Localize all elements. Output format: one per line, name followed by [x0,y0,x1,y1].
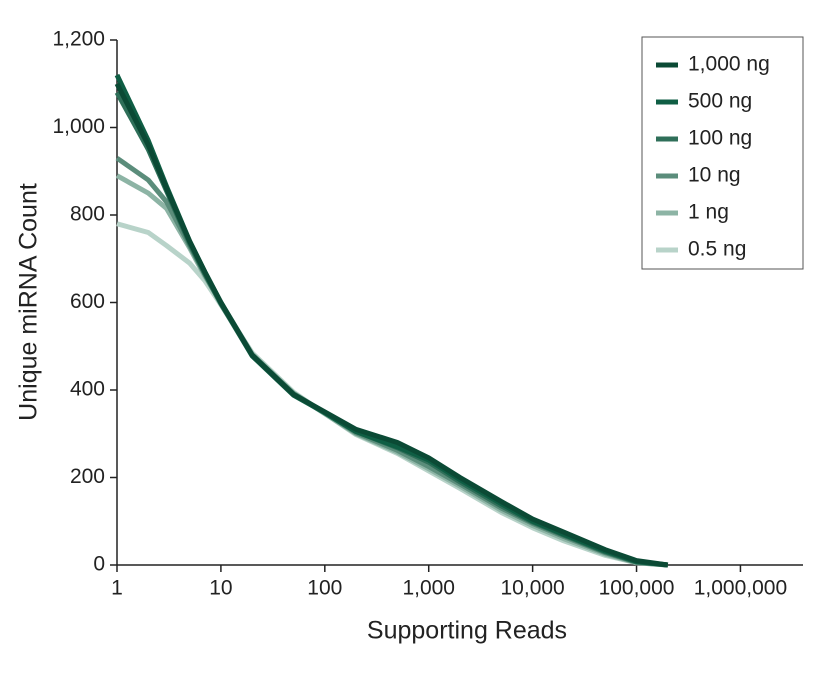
line-series [115,173,668,568]
y-tick-label: 600 [70,290,105,313]
line-series [114,91,669,568]
y-tick-label: 1,200 [52,28,105,51]
line-series [115,156,669,568]
line-series [114,82,669,568]
legend-label: 1,000 ng [688,53,770,76]
x-tick-label: 1 [111,577,123,600]
x-axis-label: Supporting Reads [367,617,567,645]
legend-box [641,36,804,270]
legend-label: 100 ng [688,127,752,150]
x-tick-label: 1,000,000 [694,577,787,600]
x-tick-label: 10,000 [501,577,565,600]
x-tick-label: 10 [209,577,232,600]
y-tick-label: 1,000 [52,115,105,138]
legend-label: 10 ng [688,164,741,187]
legend-label: 500 ng [688,90,752,113]
y-tick-label: 400 [70,378,105,401]
y-axis-label: Unique miRNA Count [15,183,43,421]
x-tick-label: 100 [307,577,342,600]
line-series [116,221,668,568]
y-tick-label: 800 [70,203,105,226]
legend-label: 0.5 ng [688,238,746,261]
y-tick-label: 200 [70,465,105,488]
line-series [114,73,669,568]
x-tick-label: 1,000 [402,577,455,600]
x-tick-label: 100,000 [599,577,675,600]
y-tick-label: 0 [93,553,105,576]
legend-label: 1 ng [688,201,729,224]
